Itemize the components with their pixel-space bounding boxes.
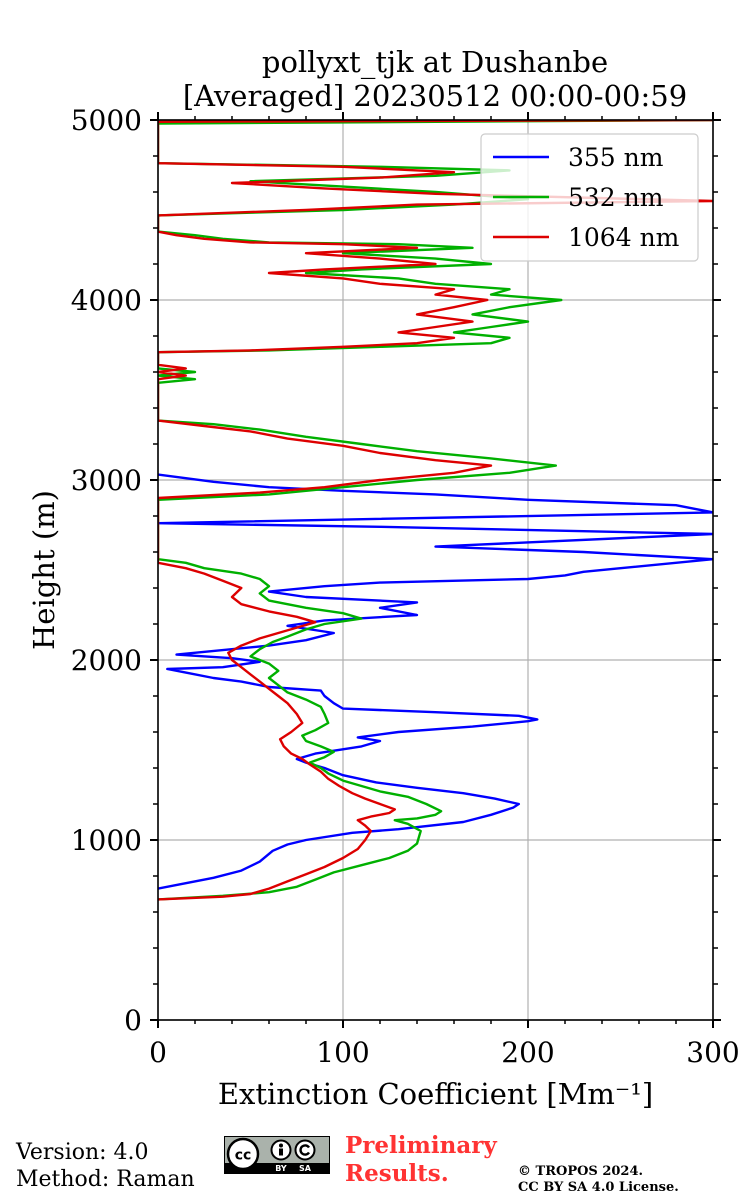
x-tick-label-3: 300 bbox=[686, 1036, 739, 1069]
legend-box bbox=[480, 133, 699, 262]
copyright-line-2: CC BY SA 4.0 License. bbox=[518, 1180, 679, 1195]
legend-label-2: 1064 nm bbox=[568, 223, 680, 252]
y-tick-label-2: 2000 bbox=[71, 644, 142, 677]
chart-title: pollyxt_tjk at Dushanbe [Averaged] 20230… bbox=[183, 45, 687, 113]
x-axis-label: Extinction Coefficient [Mm⁻¹] bbox=[218, 1077, 653, 1111]
y-tick-label-4: 4000 bbox=[71, 284, 142, 317]
x-tick-label-2: 200 bbox=[501, 1036, 554, 1069]
y-tick-label-5: 5000 bbox=[71, 104, 142, 137]
y-tick-label-1: 1000 bbox=[71, 824, 142, 857]
legend-label-1: 532 nm bbox=[568, 183, 664, 212]
preliminary-line-2: Results. bbox=[345, 1160, 449, 1187]
chart-title-line-1: pollyxt_tjk at Dushanbe bbox=[262, 45, 608, 80]
cc-license-logo: cc BY SA bbox=[224, 1136, 330, 1174]
extinction-chart: pollyxt_tjk at Dushanbe [Averaged] 20230… bbox=[27, 45, 740, 1111]
method-text: Method: Raman bbox=[16, 1167, 195, 1192]
legend-label-0: 355 nm bbox=[568, 143, 664, 172]
chart-title-line-2: [Averaged] 20230512 00:00-00:59 bbox=[183, 79, 687, 113]
data-series bbox=[158, 120, 713, 901]
svg-text:cc: cc bbox=[235, 1148, 252, 1164]
y-axis-label: Height (m) bbox=[27, 490, 61, 650]
version-text: Version: 4.0 bbox=[16, 1140, 149, 1165]
series-line-532-nm bbox=[158, 120, 713, 901]
x-tick-label-0: 0 bbox=[149, 1036, 167, 1069]
plot-frame bbox=[157, 119, 714, 1021]
axis-ticks bbox=[150, 112, 721, 1028]
series-line-1064-nm bbox=[158, 120, 713, 901]
preliminary-line-1: Preliminary bbox=[345, 1132, 497, 1159]
x-tick-label-1: 100 bbox=[316, 1036, 369, 1069]
y-tick-label-0: 0 bbox=[124, 1004, 142, 1037]
series-line-355-nm bbox=[158, 473, 713, 890]
y-tick-label-3: 3000 bbox=[71, 464, 142, 497]
svg-text:BY: BY bbox=[275, 1164, 287, 1173]
legend: 355 nm 532 nm 1064 nm bbox=[480, 133, 699, 262]
svg-text:SA: SA bbox=[299, 1164, 312, 1173]
copyright-line-1: © TROPOS 2024. bbox=[518, 1164, 644, 1179]
